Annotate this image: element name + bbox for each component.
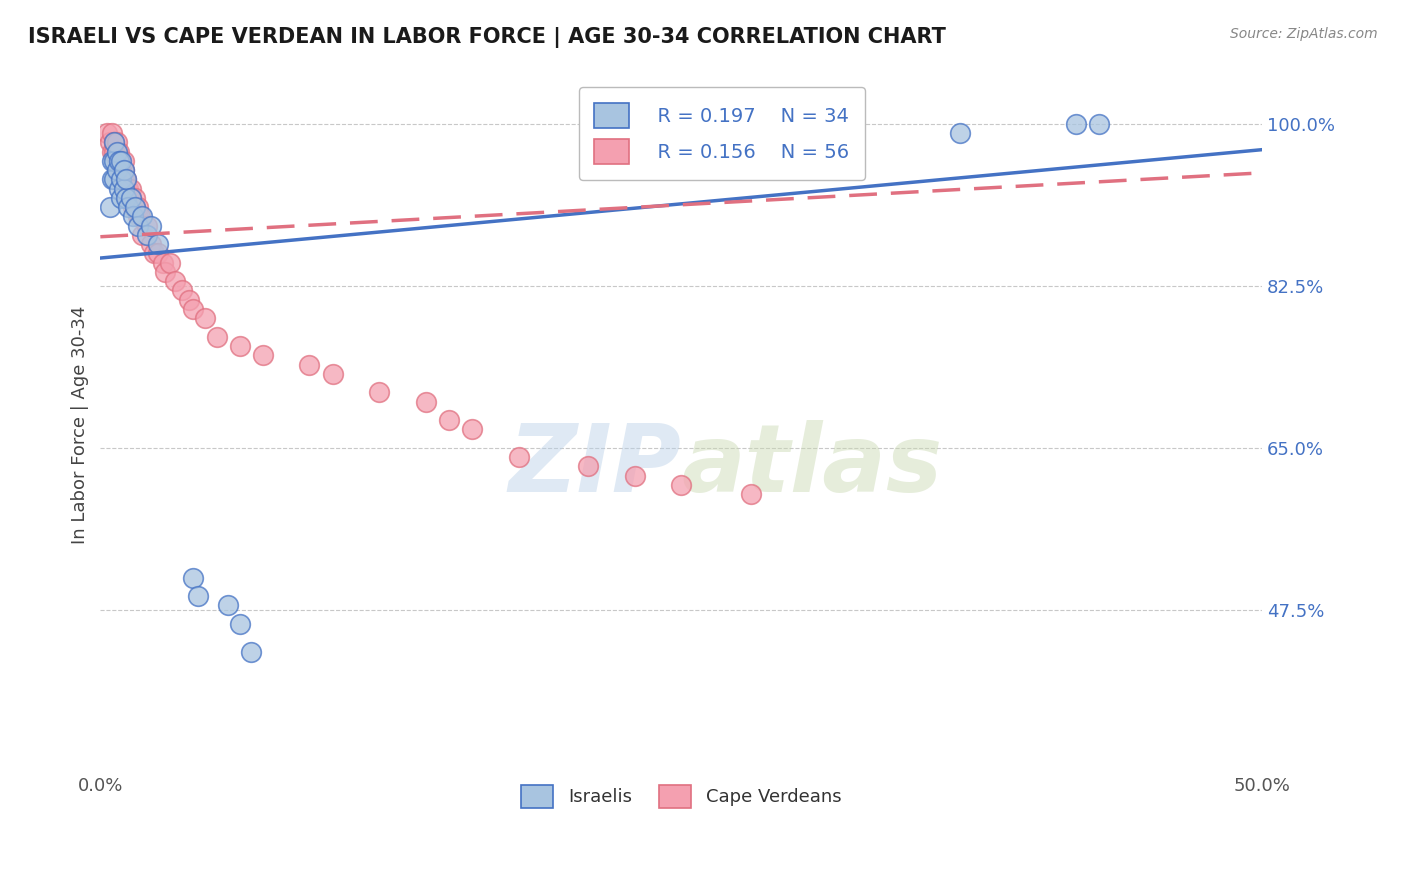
Point <box>131 210 153 224</box>
Point <box>181 301 204 316</box>
Point <box>368 385 391 400</box>
Point <box>415 394 437 409</box>
Point <box>142 246 165 260</box>
Point <box>96 126 118 140</box>
Point <box>105 145 128 159</box>
Point <box>122 210 145 224</box>
Point <box>115 172 138 186</box>
Point <box>108 153 131 168</box>
Y-axis label: In Labor Force | Age 30-34: In Labor Force | Age 30-34 <box>72 306 89 544</box>
Point <box>115 181 138 195</box>
Point <box>508 450 530 465</box>
Point <box>229 616 252 631</box>
Text: Source: ZipAtlas.com: Source: ZipAtlas.com <box>1230 27 1378 41</box>
Point <box>112 172 135 186</box>
Point <box>155 265 177 279</box>
Point <box>103 153 125 168</box>
Point <box>112 153 135 168</box>
Point <box>101 145 124 159</box>
Point <box>103 145 125 159</box>
Point <box>187 589 209 603</box>
Point <box>110 172 132 186</box>
Point <box>163 274 186 288</box>
Point <box>120 191 142 205</box>
Point <box>1088 117 1111 131</box>
Point <box>298 358 321 372</box>
Text: ISRAELI VS CAPE VERDEAN IN LABOR FORCE | AGE 30-34 CORRELATION CHART: ISRAELI VS CAPE VERDEAN IN LABOR FORCE |… <box>28 27 946 48</box>
Point <box>229 339 252 353</box>
Point <box>105 163 128 178</box>
Point <box>181 571 204 585</box>
Point <box>112 181 135 195</box>
Point <box>110 191 132 205</box>
Legend: Israelis, Cape Verdeans: Israelis, Cape Verdeans <box>513 778 849 815</box>
Point <box>127 200 149 214</box>
Point <box>112 163 135 178</box>
Point <box>131 227 153 242</box>
Point <box>112 163 135 178</box>
Point <box>322 367 344 381</box>
Point <box>240 645 263 659</box>
Point <box>194 311 217 326</box>
Point <box>135 219 157 233</box>
Point <box>120 181 142 195</box>
Point <box>623 468 645 483</box>
Point <box>105 145 128 159</box>
Point <box>461 422 484 436</box>
Point <box>170 284 193 298</box>
Point <box>98 200 121 214</box>
Point <box>108 181 131 195</box>
Point <box>105 135 128 149</box>
Point <box>115 191 138 205</box>
Point <box>205 330 228 344</box>
Point <box>124 200 146 214</box>
Point <box>103 172 125 186</box>
Point <box>108 163 131 178</box>
Point <box>101 126 124 140</box>
Point <box>669 478 692 492</box>
Point <box>108 153 131 168</box>
Point <box>120 191 142 205</box>
Point <box>117 200 139 214</box>
Point <box>105 153 128 168</box>
Point <box>124 191 146 205</box>
Point <box>110 172 132 186</box>
Point <box>949 126 972 140</box>
Point <box>437 413 460 427</box>
Point <box>98 135 121 149</box>
Point <box>122 200 145 214</box>
Point <box>110 153 132 168</box>
Point <box>117 191 139 205</box>
Point <box>576 459 599 474</box>
Point <box>135 227 157 242</box>
Point <box>159 255 181 269</box>
Point <box>141 219 163 233</box>
Point <box>103 135 125 149</box>
Point <box>217 599 239 613</box>
Point <box>108 145 131 159</box>
Point <box>148 237 170 252</box>
Point <box>115 172 138 186</box>
Point <box>152 255 174 269</box>
Point <box>127 219 149 233</box>
Point <box>117 181 139 195</box>
Point <box>101 172 124 186</box>
Point <box>148 246 170 260</box>
Point <box>101 153 124 168</box>
Point <box>740 487 762 501</box>
Point <box>141 237 163 252</box>
Point <box>128 210 150 224</box>
Point <box>127 210 149 224</box>
Point <box>177 293 200 307</box>
Point <box>124 200 146 214</box>
Text: atlas: atlas <box>681 420 942 512</box>
Text: ZIP: ZIP <box>508 420 681 512</box>
Point <box>103 135 125 149</box>
Point <box>110 163 132 178</box>
Point <box>252 348 274 362</box>
Point <box>1064 117 1087 131</box>
